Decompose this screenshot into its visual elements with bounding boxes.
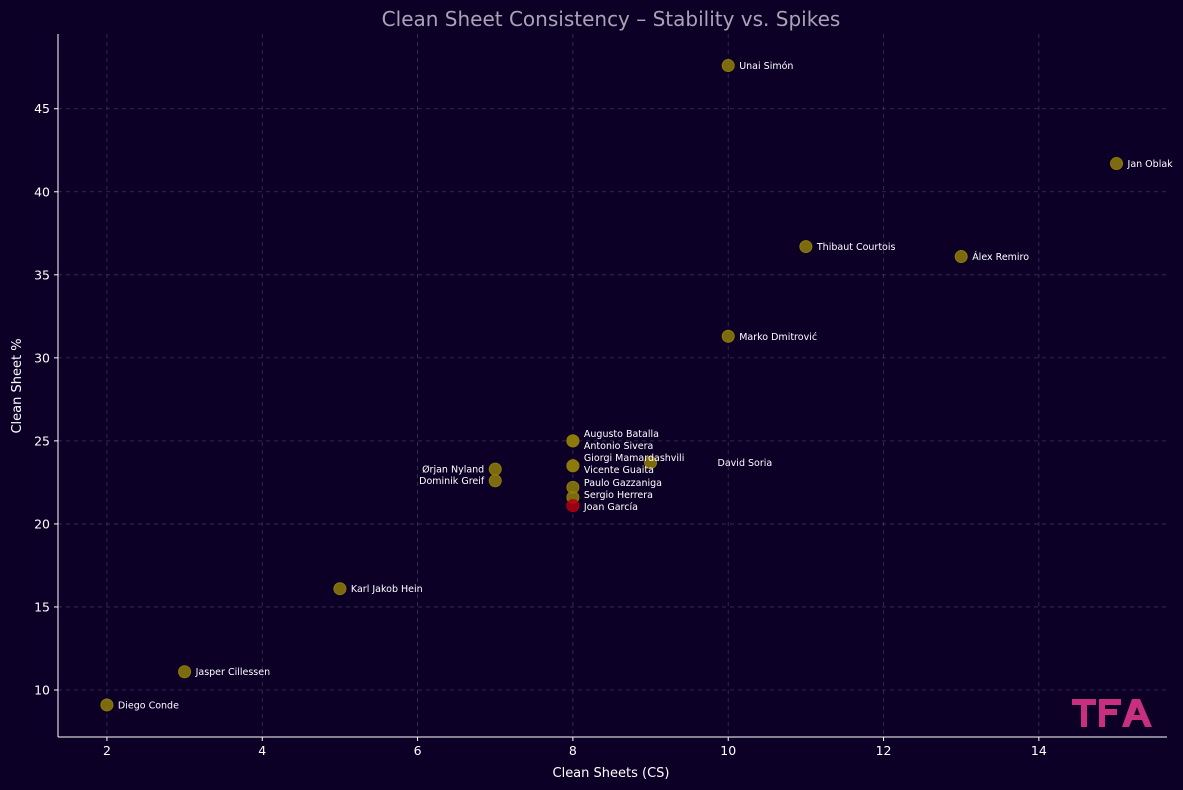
point-label: Jan Oblak (1127, 159, 1174, 170)
data-point (488, 474, 502, 488)
data-point (799, 240, 813, 254)
x-tick-label: 12 (876, 743, 892, 758)
x-tick-label: 4 (258, 743, 266, 758)
x-tick-label: 2 (103, 743, 111, 758)
data-point (566, 459, 580, 473)
tfa-logo (1072, 699, 1152, 727)
data-point (721, 329, 735, 343)
point-label: David Soria (718, 458, 773, 469)
data-point (488, 462, 502, 476)
point-label: Giorgi Mamardashvili (584, 453, 684, 464)
data-point (644, 455, 658, 469)
grid (58, 34, 1167, 737)
y-tick-label: 25 (34, 433, 50, 448)
point-label: Karl Jakob Hein (351, 584, 423, 595)
y-tick-label: 30 (34, 350, 50, 365)
point-label: Marko Dmitrović (739, 332, 817, 343)
point-label: Antonio Sivera (584, 441, 653, 452)
chart-title: Clean Sheet Consistency – Stability vs. … (382, 7, 841, 31)
y-tick-label: 35 (34, 267, 50, 282)
data-point (566, 434, 580, 448)
point-label: Unai Simón (739, 61, 793, 72)
point-label: Sergio Herrera (584, 490, 653, 501)
points: Unai Simón Jan Oblak Thibaut Courtois Álex … (100, 59, 1174, 712)
data-point (566, 499, 580, 513)
point-label: Ørjan Nyland (422, 465, 484, 476)
point-label: Augusto Batalla (584, 429, 659, 440)
data-point (1110, 157, 1124, 171)
point-label: Jasper Cillessen (195, 667, 271, 678)
x-tick-label: 14 (1031, 743, 1047, 758)
point-label: Dominik Greif (419, 476, 485, 487)
x-tick-label: 10 (720, 743, 736, 758)
y-axis-label: Clean Sheet % (10, 338, 25, 433)
data-point (178, 665, 192, 679)
x-tick-label: 8 (569, 743, 577, 758)
data-point (100, 698, 114, 712)
y-tick-label: 10 (34, 683, 50, 698)
point-label: Vicente Guaita (584, 465, 654, 476)
data-point (721, 59, 735, 73)
axes: 2 4 6 8 10 12 14 10 15 20 25 30 35 40 45 (34, 34, 1167, 758)
point-label: Álex Remiro (972, 251, 1029, 263)
y-tick-label: 40 (34, 184, 50, 199)
point-label: Thibaut Courtois (816, 242, 896, 253)
point-label: Diego Conde (118, 700, 179, 711)
y-tick-label: 20 (34, 516, 50, 531)
y-tick-label: 45 (34, 101, 50, 116)
x-tick-label: 6 (414, 743, 422, 758)
data-point (333, 582, 347, 596)
data-point (954, 250, 968, 264)
point-label: Joan García (583, 502, 638, 513)
point-label: Paulo Gazzaniga (584, 478, 662, 489)
x-axis-label: Clean Sheets (CS) (553, 766, 670, 781)
y-tick-label: 15 (34, 599, 50, 614)
